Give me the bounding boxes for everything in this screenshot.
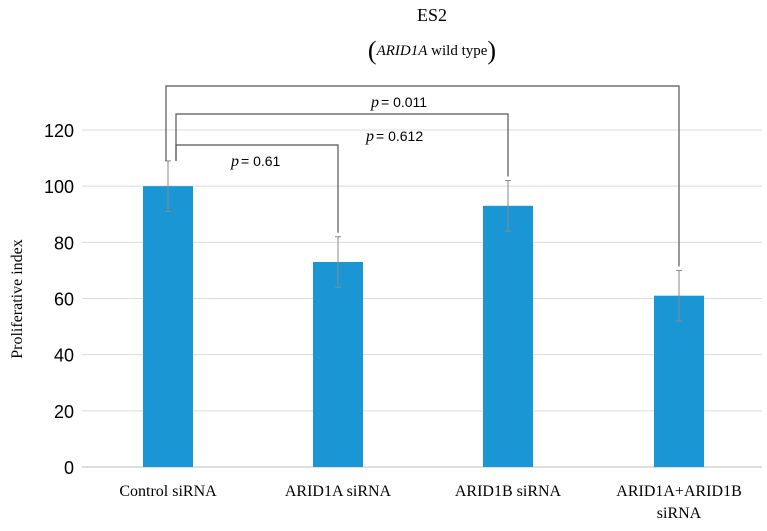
y-tick-label: 80	[54, 233, 74, 253]
subtitle-gene: ARID1A	[376, 43, 429, 59]
bars	[143, 186, 704, 467]
p-value-text: = 0.612	[376, 128, 423, 144]
x-tick-label: ARID1B siRNA	[455, 483, 562, 500]
y-axis-label: Proliferative index	[9, 239, 26, 359]
y-tick-label: 120	[44, 121, 74, 141]
p-value-text: = 0.011	[381, 94, 427, 110]
y-tick-label: 100	[44, 177, 74, 197]
p-value-label: p = 0.011	[370, 94, 427, 111]
error-bars	[165, 160, 682, 322]
chart-subtitle: (ARID1A wild type)	[368, 36, 496, 65]
chart-title: ES2	[417, 5, 447, 25]
x-tick-label: ARID1A siRNA	[285, 483, 392, 500]
subtitle-close-paren: )	[487, 36, 496, 65]
x-tick-label-line: ARID1B siRNA	[455, 483, 562, 500]
p-symbol: p	[230, 153, 239, 170]
x-tick-label-line: Control siRNA	[119, 483, 217, 500]
y-tick-label: 60	[54, 290, 74, 310]
p-symbol: p	[370, 94, 379, 111]
x-tick-label-line: siRNA	[657, 505, 702, 522]
p-value-label: p = 0.61	[230, 153, 281, 170]
y-tick-label: 0	[64, 458, 74, 478]
p-value-text: = 0.61	[241, 153, 281, 169]
x-axis-labels: Control siRNA ARID1A siRNA ARID1B siRNA ARI…	[119, 483, 741, 522]
bar	[483, 205, 533, 467]
chart-title-group: ES2 (ARID1A wild type)	[368, 5, 496, 65]
significance-bracket	[165, 85, 680, 267]
bar	[313, 261, 363, 467]
gridlines	[82, 129, 762, 468]
p-value-label: p = 0.612	[365, 128, 423, 145]
x-tick-label-line: ARID1A+ARID1B	[616, 483, 741, 500]
p-symbol: p	[365, 128, 374, 145]
x-tick-label-line: ARID1A siRNA	[285, 483, 392, 500]
y-tick-label: 40	[54, 346, 74, 366]
y-axis-ticks: 0 20 40 60 80 100 120	[44, 121, 74, 478]
y-tick-label: 20	[54, 402, 74, 422]
subtitle-open-paren: (	[368, 36, 377, 65]
bar	[143, 186, 193, 467]
x-tick-label: ARID1A+ARID1B siRNA	[616, 483, 741, 522]
bar	[654, 295, 704, 467]
subtitle-rest: wild type	[431, 43, 488, 59]
x-tick-label: Control siRNA	[119, 483, 217, 500]
significance-bracket	[175, 113, 509, 177]
